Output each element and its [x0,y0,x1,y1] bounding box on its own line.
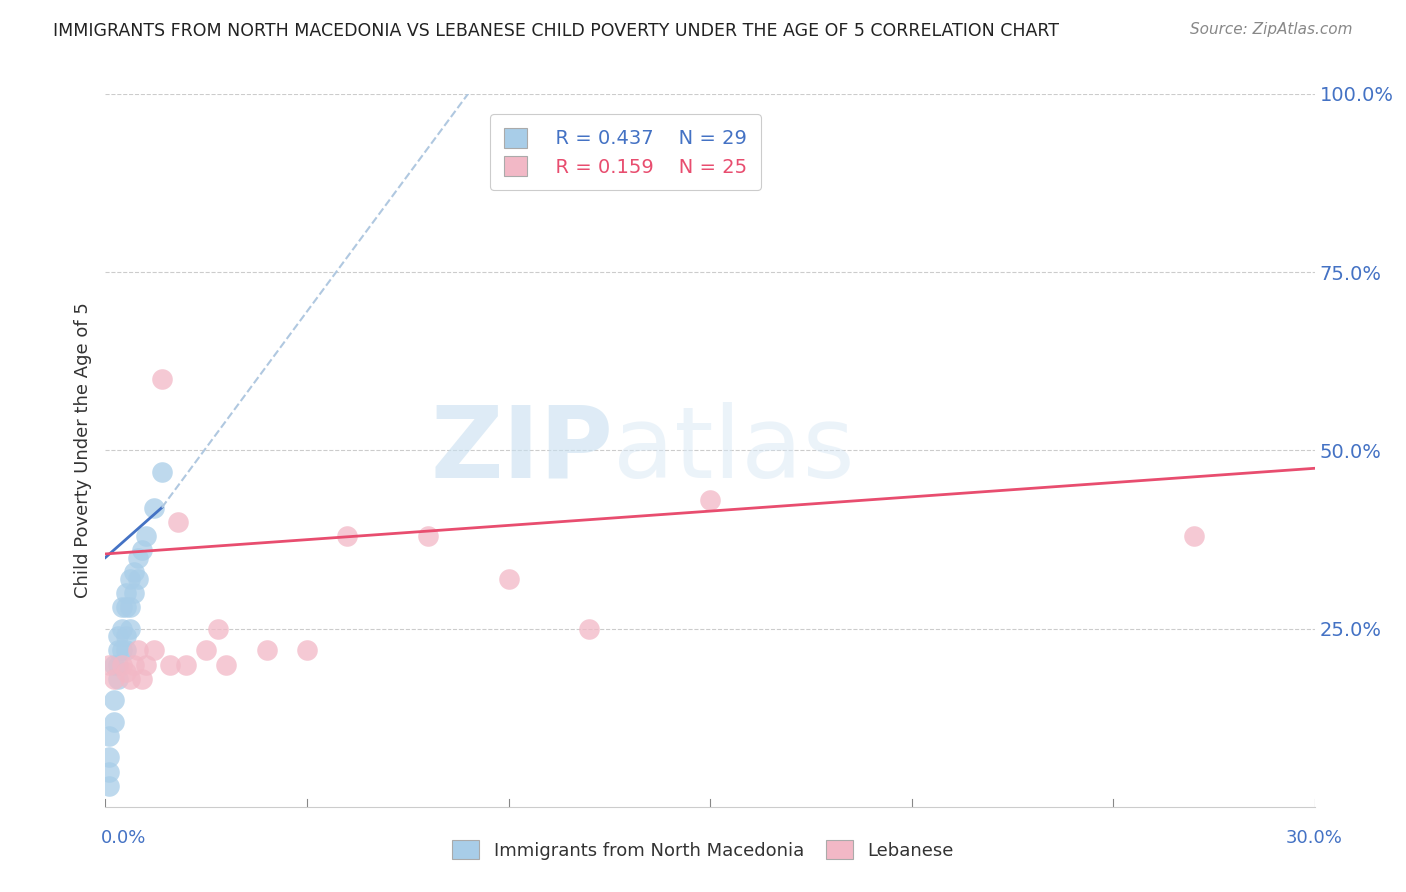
Point [103,714,125,729]
Point [107,629,129,643]
Text: ZIP: ZIP [430,402,613,499]
Point [142,500,165,515]
Point [98,750,121,764]
Point [578,622,600,636]
Point [110,622,132,636]
Point [114,665,136,679]
Point [295,643,318,657]
Point [699,493,721,508]
Point [498,572,520,586]
Point [127,572,149,586]
Point [110,657,132,672]
Point [122,565,145,579]
Text: 0.0%: 0.0% [101,829,146,847]
Point [195,643,218,657]
Point [98,729,121,743]
Y-axis label: Child Poverty Under the Age of 5: Child Poverty Under the Age of 5 [73,302,91,599]
Point [107,643,129,657]
Point [135,657,157,672]
Point [98,657,121,672]
Point [114,600,136,615]
Point [336,529,359,543]
Point [127,643,149,657]
Point [103,672,125,686]
Legend:   R = 0.437    N = 29,   R = 0.159    N = 25: R = 0.437 N = 29, R = 0.159 N = 25 [491,114,761,190]
Point [150,372,173,386]
Point [174,657,197,672]
Point [122,657,145,672]
Point [98,764,121,779]
Point [103,693,125,707]
Text: atlas: atlas [613,402,855,499]
Point [110,600,132,615]
Point [122,586,145,600]
Point [159,657,181,672]
Point [103,657,125,672]
Point [110,643,132,657]
Point [131,543,153,558]
Legend: Immigrants from North Macedonia, Lebanese: Immigrants from North Macedonia, Lebanes… [446,833,960,867]
Point [107,657,129,672]
Point [256,643,278,657]
Text: 30.0%: 30.0% [1286,829,1343,847]
Point [207,622,229,636]
Point [135,529,157,543]
Text: IMMIGRANTS FROM NORTH MACEDONIA VS LEBANESE CHILD POVERTY UNDER THE AGE OF 5 COR: IMMIGRANTS FROM NORTH MACEDONIA VS LEBAN… [53,22,1060,40]
Point [118,600,141,615]
Point [118,672,141,686]
Text: Source: ZipAtlas.com: Source: ZipAtlas.com [1189,22,1353,37]
Point [118,572,141,586]
Point [118,622,141,636]
Point [215,657,238,672]
Point [167,515,190,529]
Point [114,629,136,643]
Point [131,672,153,686]
Point [1182,529,1205,543]
Point [98,779,121,793]
Point [127,550,149,565]
Point [114,643,136,657]
Point [142,643,165,657]
Point [114,586,136,600]
Point [416,529,439,543]
Point [107,672,129,686]
Point [150,465,173,479]
